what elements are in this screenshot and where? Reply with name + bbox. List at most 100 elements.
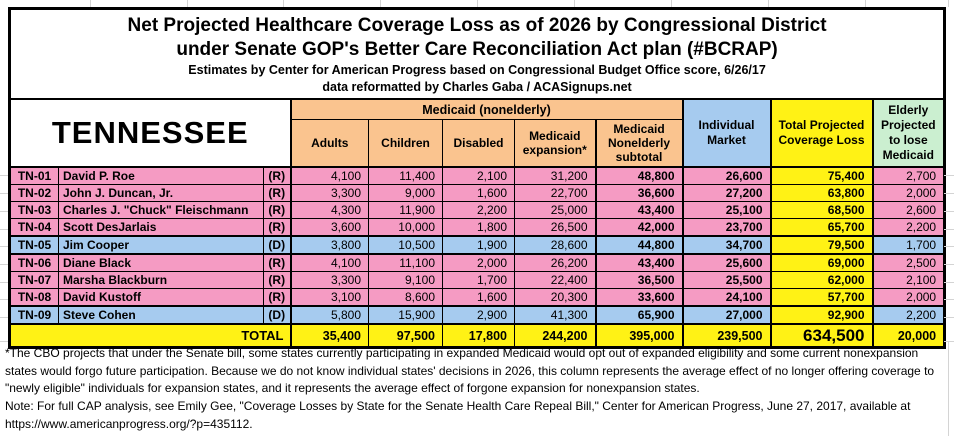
cell-district: TN-06 [9,253,59,272]
cell-subtotal: 48,800 [594,166,683,185]
table-row-tn04: TN-04 Scott DesJarlais (R) 3,600 10,000 … [9,218,946,237]
gridline-tick [380,0,381,7]
cell-district: TN-05 [9,235,59,255]
gridline-tick [0,341,8,342]
table-row-tn02: TN-02 John J. Duncan, Jr. (R) 3,300 9,00… [9,184,946,202]
total-subtotal: 395,000 [594,323,683,348]
gridline-tick [944,175,954,176]
cell-elderly: 2,000 [871,184,946,202]
title-line-1: Net Projected Healthcare Coverage Loss a… [127,15,827,36]
cell-party: (D) [263,305,291,325]
gridline-tick [0,317,8,318]
gridline-tick [865,0,866,7]
cell-representative: Scott DesJarlais [58,218,264,237]
cell-district: TN-01 [9,166,59,185]
gridline-tick [944,246,954,247]
cell-representative: Charles J. "Chuck" Fleischmann [58,201,264,219]
cell-children: 11,900 [368,201,443,219]
cell-elderly: 2,500 [871,253,946,272]
header-sub-row: Adults Children Disabled Medicaid expans… [10,119,945,168]
cell-disabled: 2,100 [442,166,515,185]
cell-individual: 23,700 [681,218,771,237]
cell-individual: 34,700 [681,235,771,255]
cell-children: 9,000 [368,184,443,202]
gridline-tick [948,0,949,7]
cell-disabled: 2,200 [442,201,515,219]
cell-representative: David Kustoff [58,288,264,307]
gridline-tick [944,211,954,212]
table-row-tn06: TN-06 Diane Black (R) 4,100 11,100 2,000… [9,253,946,272]
cell-representative: Jim Cooper [58,235,264,255]
cell-representative: John J. Duncan, Jr. [58,184,264,202]
table-row-tn05: TN-05 Jim Cooper (D) 3,800 10,500 1,900 … [9,235,946,255]
state-name-label: TENNESSEE [9,98,291,168]
cell-district: TN-09 [9,305,59,325]
cell-district: TN-08 [9,288,59,307]
cell-expansion: 22,400 [514,271,596,289]
header-medicaid-expansion: Medicaid expansion* [514,119,596,168]
cell-representative: Marsha Blackburn [58,271,264,289]
cell-individual: 27,200 [681,184,771,202]
cell-expansion: 31,200 [514,166,596,185]
cell-individual: 25,500 [681,271,771,289]
cell-adults: 4,300 [289,201,369,219]
gridline-tick [944,341,954,342]
gridline-tick [768,0,769,7]
footnote-cbo-expansion: *The CBO projects that under the Senate … [5,346,935,395]
gridline-tick [944,193,954,194]
cell-disabled: 2,000 [442,253,515,272]
cell-subtotal: 33,600 [594,288,683,307]
gridline-tick [574,0,575,7]
cell-subtotal: 42,000 [594,218,683,237]
cell-subtotal: 36,600 [594,184,683,202]
title-row: Net Projected Healthcare Coverage Loss a… [8,8,946,100]
cell-total-loss: 79,500 [769,235,873,255]
cell-total-loss: 92,900 [769,305,873,325]
cell-disabled: 2,900 [442,305,515,325]
gridline-tick [0,299,8,300]
cell-adults: 3,600 [289,218,369,237]
header-individual-market: Individual Market [681,98,771,168]
gridline-tick [0,193,8,194]
cell-adults: 3,100 [289,288,369,307]
coverage-loss-table-sheet: Net Projected Healthcare Coverage Loss a… [8,7,947,349]
cell-party: (R) [263,288,291,307]
cell-disabled: 1,900 [442,235,515,255]
cell-subtotal: 43,400 [594,253,683,272]
cell-individual: 25,600 [681,253,771,272]
header-total-projected-loss: Total Projected Coverage Loss [769,98,873,168]
cell-children: 15,900 [368,305,443,325]
cell-district: TN-03 [9,201,59,219]
cell-total-loss: 57,700 [769,288,873,307]
header-adults: Adults [289,119,369,168]
header-group-row: TENNESSEE Medicaid (nonelderly) Individu… [9,98,946,168]
cell-children: 11,100 [368,253,443,272]
cell-children: 11,400 [368,166,443,185]
gridline-tick [0,175,8,176]
cell-adults: 3,300 [289,271,369,289]
header-elderly-medicaid: Elderly Projected to lose Medicaid [871,98,946,168]
cell-children: 10,500 [368,235,443,255]
gridline-tick [187,0,188,7]
cell-elderly: 2,000 [871,288,946,307]
table-row-tn08: TN-08 David Kustoff (R) 3,100 8,600 1,60… [9,288,946,307]
table-row-tn03: TN-03 Charles J. "Chuck" Fleischmann (R)… [9,201,946,219]
cell-district: TN-04 [9,218,59,237]
cell-elderly: 1,700 [871,235,946,255]
cell-elderly: 2,200 [871,218,946,237]
cell-disabled: 1,600 [442,288,515,307]
gridline-tick [0,211,8,212]
title-line-4: data reformatted by Charles Gaba / ACASi… [322,80,632,94]
cell-subtotal: 43,400 [594,201,683,219]
gridline-tick [0,264,8,265]
cell-adults: 4,100 [289,253,369,272]
gridline-tick [671,0,672,7]
total-children: 97,500 [368,323,443,348]
footnote-source-note: Note: For full CAP analysis, see Emily G… [5,399,911,431]
total-elderly: 20,000 [871,323,946,348]
gridline-tick [944,317,954,318]
table-row-tn07: TN-07 Marsha Blackburn (R) 3,300 9,100 1… [9,271,946,289]
cell-party: (R) [263,166,291,185]
cell-disabled: 1,600 [442,184,515,202]
cell-subtotal: 65,900 [594,305,683,325]
